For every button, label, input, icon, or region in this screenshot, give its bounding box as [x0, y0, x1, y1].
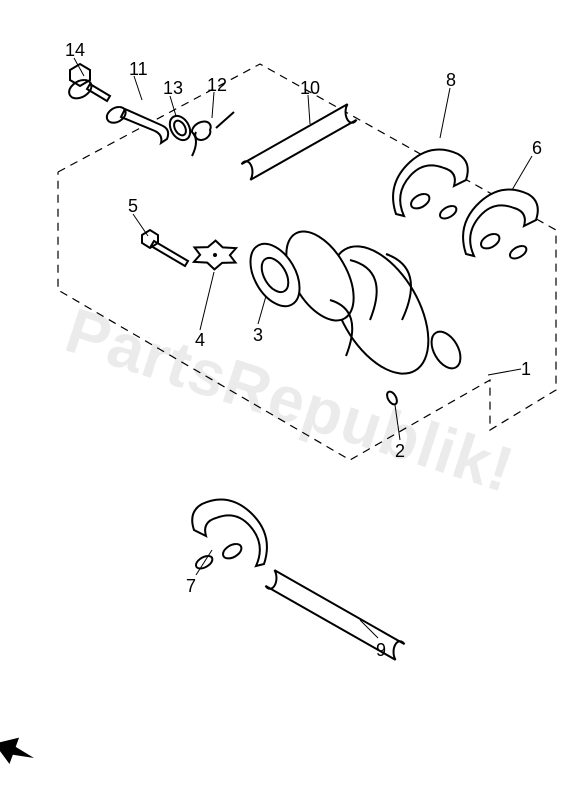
dowel-pin — [385, 390, 399, 406]
diagram-svg — [0, 0, 579, 800]
callout-9: 9 — [376, 640, 386, 661]
callout-4: 4 — [195, 330, 205, 351]
bolt-5 — [142, 230, 188, 266]
callout-11: 11 — [129, 59, 148, 80]
callout-5: 5 — [128, 196, 138, 217]
callout-6: 6 — [532, 138, 542, 159]
shift-fork-6 — [463, 190, 538, 259]
direction-arrow — [0, 738, 34, 764]
callout-10: 10 — [300, 78, 320, 99]
callout-1: 1 — [521, 359, 531, 380]
shift-fork-7 — [192, 500, 267, 569]
stopper-lever — [107, 107, 168, 143]
callout-3: 3 — [253, 325, 263, 346]
callout-12: 12 — [207, 75, 227, 96]
parts-diagram: PartsRepublik! 1 2 3 4 5 6 7 8 9 10 11 1… — [0, 0, 579, 800]
torsion-spring — [192, 112, 234, 156]
callout-13: 13 — [163, 78, 183, 99]
callout-7: 7 — [186, 576, 196, 597]
shift-fork-8 — [393, 150, 468, 219]
callout-8: 8 — [446, 70, 456, 91]
callout-2: 2 — [395, 441, 405, 462]
segment-star — [194, 241, 236, 270]
fork-shaft-10 — [242, 104, 357, 180]
flange-bolt — [69, 64, 110, 101]
o-ring — [166, 112, 195, 144]
shift-drum — [272, 220, 466, 390]
callout-14: 14 — [65, 40, 85, 61]
